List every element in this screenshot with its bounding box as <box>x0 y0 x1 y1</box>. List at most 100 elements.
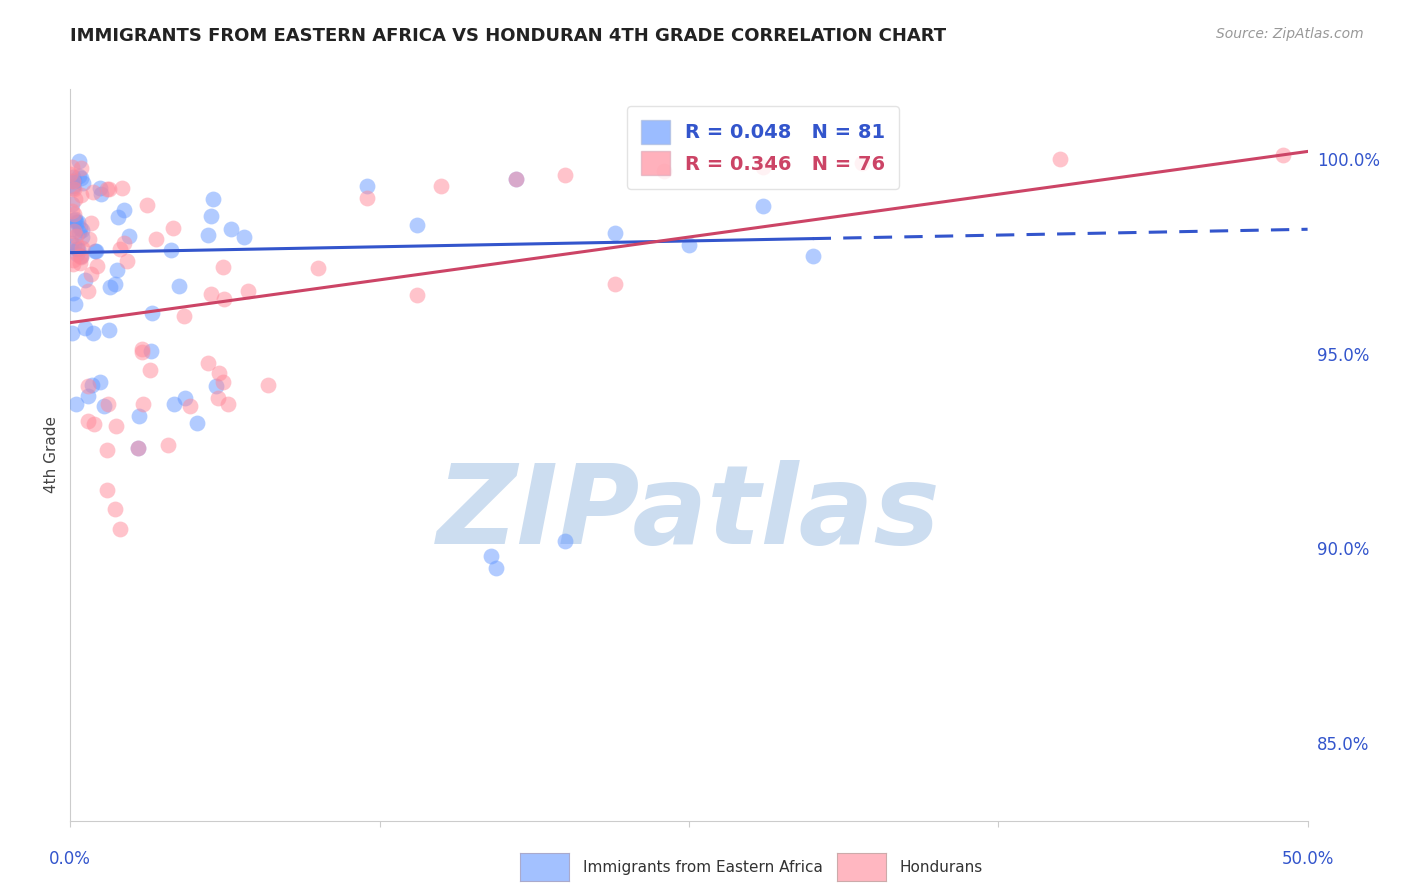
Point <box>104 419 127 434</box>
Point <box>62 212 84 227</box>
Point <box>115 253 138 268</box>
Point <box>356 179 378 194</box>
Text: IMMIGRANTS FROM EASTERN AFRICA VS HONDURAN 4TH GRADE CORRELATION CHART: IMMIGRANTS FROM EASTERN AFRICA VS HONDUR… <box>70 27 946 45</box>
Point <box>204 379 226 393</box>
Point <box>219 222 242 236</box>
Point <box>1049 153 1071 167</box>
Point <box>405 219 427 233</box>
Point <box>62 178 84 193</box>
Point <box>62 257 84 271</box>
Point <box>80 377 103 392</box>
Point <box>63 297 86 311</box>
Point <box>131 342 153 356</box>
Point <box>186 417 208 431</box>
Point <box>197 227 219 242</box>
Point <box>603 226 626 240</box>
Text: 0.0%: 0.0% <box>49 850 91 868</box>
Point <box>505 171 527 186</box>
Point <box>257 377 280 392</box>
Point <box>69 256 91 270</box>
Point <box>141 306 163 320</box>
Text: 50.0%: 50.0% <box>1281 850 1334 868</box>
Point <box>107 210 129 224</box>
Point <box>117 229 139 244</box>
Point <box>67 169 90 183</box>
Point <box>98 323 121 337</box>
Point <box>65 239 87 253</box>
Point <box>108 522 131 536</box>
Point <box>207 391 229 405</box>
Point <box>96 483 118 497</box>
Point <box>63 211 86 226</box>
Point <box>60 196 83 211</box>
Text: Source: ZipAtlas.com: Source: ZipAtlas.com <box>1216 27 1364 41</box>
Point <box>82 185 104 199</box>
Point <box>174 391 197 405</box>
Point <box>752 199 775 213</box>
Text: Hondurans: Hondurans <box>900 860 983 874</box>
Point <box>131 345 153 359</box>
Point <box>89 375 111 389</box>
Point <box>163 397 186 411</box>
Point <box>652 164 675 178</box>
Point <box>554 533 576 548</box>
Point <box>83 244 105 259</box>
Point <box>65 229 87 244</box>
Legend: R = 0.048   N = 81, R = 0.346   N = 76: R = 0.048 N = 81, R = 0.346 N = 76 <box>627 106 900 189</box>
Point <box>60 326 83 340</box>
Point <box>96 182 118 196</box>
Point <box>173 309 195 323</box>
Point <box>752 160 775 174</box>
Point <box>60 222 83 236</box>
Point <box>200 209 222 223</box>
Point <box>197 356 219 370</box>
Point <box>554 168 576 182</box>
Point <box>217 397 239 411</box>
Point <box>70 188 93 202</box>
Point <box>60 235 83 250</box>
Point <box>105 263 128 277</box>
Point <box>356 191 378 205</box>
Point <box>63 174 86 188</box>
Point <box>104 277 127 291</box>
Point <box>89 180 111 194</box>
Point <box>77 284 100 298</box>
Point <box>65 397 87 411</box>
Point <box>60 204 83 219</box>
Point <box>211 375 233 389</box>
Point <box>138 363 160 377</box>
Point <box>66 215 89 229</box>
Point <box>208 366 231 380</box>
Point <box>83 417 105 431</box>
Point <box>65 214 87 228</box>
Point <box>77 389 100 403</box>
Point <box>212 260 235 275</box>
Point <box>62 170 84 185</box>
Point <box>98 280 121 294</box>
Point <box>678 237 700 252</box>
Point <box>63 238 86 252</box>
Point <box>96 442 118 457</box>
Point <box>62 252 84 267</box>
Point <box>60 160 83 174</box>
Point <box>104 502 127 516</box>
Point <box>112 236 135 251</box>
Point <box>851 156 873 170</box>
Point <box>70 223 93 237</box>
Point <box>67 153 90 168</box>
Point <box>70 251 93 265</box>
Point <box>77 378 100 392</box>
Point <box>80 267 103 281</box>
Point <box>69 220 91 235</box>
Point <box>307 261 329 276</box>
Point <box>97 182 120 196</box>
Point <box>62 180 84 194</box>
Point <box>430 179 453 194</box>
Point <box>70 161 93 175</box>
Point <box>62 173 84 187</box>
Point <box>70 171 93 186</box>
Point <box>75 273 97 287</box>
Point <box>59 174 82 188</box>
Point <box>77 232 100 246</box>
Text: Immigrants from Eastern Africa: Immigrants from Eastern Africa <box>583 860 824 874</box>
